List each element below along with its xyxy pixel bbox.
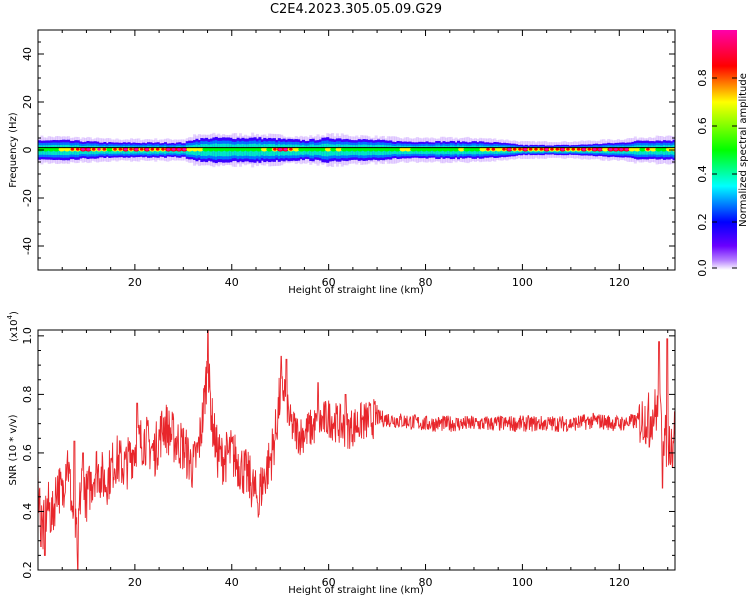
spectrogram-y-tick-label: 20 [21,95,34,109]
spectrogram-band [38,132,675,168]
spectrogram-x-tick-label: 100 [512,276,533,289]
spectrogram-x-tick-label: 20 [128,276,142,289]
spectrogram-x-tick-label: 80 [419,276,433,289]
colorbar-tick-label: 0.2 [696,213,709,231]
colorbar-gradient [712,30,737,270]
spectrogram-x-tick-label: 40 [225,276,239,289]
snr-y-tick-label: 1.0 [21,327,34,345]
colorbar-tick-label: 0.0 [696,259,709,277]
snr-frame [37,329,676,571]
snr-x-tick-label: 40 [225,576,239,589]
snr-x-tick-label: 100 [512,576,533,589]
snr-x-tick-label: 80 [419,576,433,589]
snr-y-multiplier: (x104) [6,311,20,342]
spectrogram-x-tick-label: 120 [609,276,630,289]
spectrogram-y-tick-label: 0 [21,147,34,154]
snr-series-line [38,330,675,570]
snr-y-tick-label: 0.8 [21,386,34,404]
colorbar-tick-label: 0.6 [696,117,709,135]
snr-y-multiplier-exponent: 4 [6,314,14,319]
spectrogram-y-tick-label: -40 [21,237,34,255]
spectrogram-x-axis-label: Height of straight line (km) [288,285,424,296]
colorbar-ticks: 0.0 0.2 0.4 0.6 0.8 [696,69,737,277]
spectrogram-x-tick-label: 60 [322,276,336,289]
spectrogram-panel: 20 40 60 80 100 120 40 20 0 -20 -40 Height of stra… [8,29,676,296]
spectrogram-y-tick-label: -20 [21,189,34,207]
snr-x-tick-label: 20 [128,576,142,589]
snr-x-tick-label: 120 [609,576,630,589]
snr-x-axis-label: Height of straight line (km) [288,585,424,596]
snr-y-tick-label: 0.4 [21,503,34,520]
spectrogram-ticks: 20 40 60 80 100 120 40 20 0 -20 -40 [21,29,675,289]
snr-ticks: 20 40 60 80 100 120 0.2 0.4 0.6 0.8 1.0 [21,327,675,589]
colorbar-tick-label: 0.4 [696,165,709,183]
colorbar: 0.0 0.2 0.4 0.6 0.8 Normalized spectral ampl… [696,30,749,277]
snr-panel: 20 40 60 80 100 120 0.2 0.4 0.6 0.8 1.0 Height of … [6,311,676,596]
chart-title: C2E4.2023.305.05.09.G29 [270,2,442,17]
snr-y-tick-label: 0.6 [21,444,34,462]
spectrogram-y-tick-label: 40 [21,47,34,61]
snr-x-tick-label: 60 [322,576,336,589]
colorbar-label: Normalized spectral amplitude [738,73,749,227]
snr-y-tick-label: 0.2 [21,561,34,579]
snr-y-axis-label: SNR (10 * v/v) [8,414,19,485]
colorbar-tick-label: 0.8 [696,69,709,87]
spectrogram-y-axis-label: Frequency (Hz) [8,112,19,188]
